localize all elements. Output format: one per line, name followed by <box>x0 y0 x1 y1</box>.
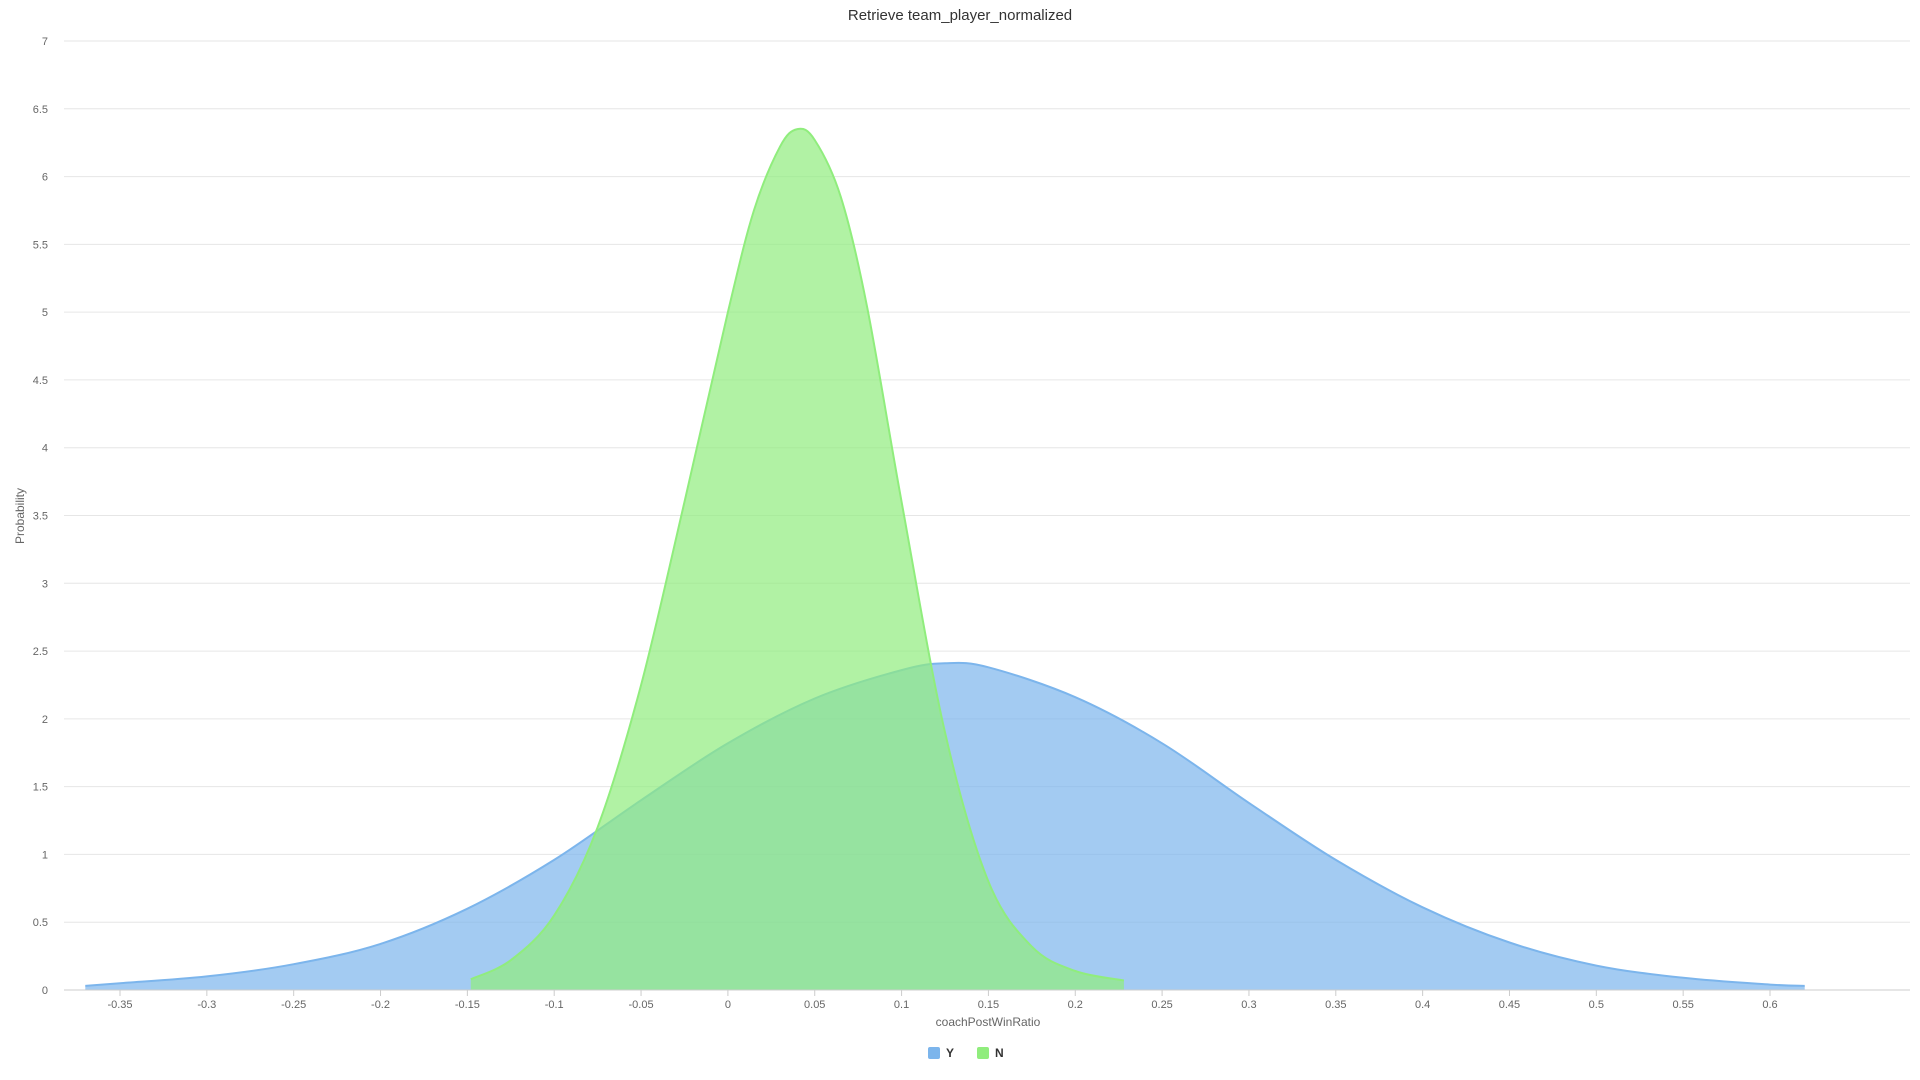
y-axis-title: Probability <box>13 488 27 544</box>
x-tick-label: 0.3 <box>1241 999 1256 1011</box>
y-tick-label: 0 <box>42 985 48 997</box>
x-tick-label: 0.15 <box>978 999 999 1011</box>
x-tick-label: -0.15 <box>455 999 480 1011</box>
y-tick-label: 5.5 <box>33 239 48 251</box>
y-tick-label: 1.5 <box>33 782 48 794</box>
y-tick-label: 2.5 <box>33 646 48 658</box>
y-tick-label: 3 <box>42 578 48 590</box>
x-tick-label: 0.4 <box>1415 999 1430 1011</box>
x-tick-label: -0.1 <box>545 999 564 1011</box>
y-tick-label: 4 <box>42 443 48 455</box>
x-tick-label: -0.25 <box>281 999 306 1011</box>
y-tick-label: 0.5 <box>33 917 48 929</box>
y-tick-label: 3.5 <box>33 511 48 523</box>
x-axis-ticks: -0.35 -0.3 -0.25 -0.2 -0.15 -0.1 -0.05 0 0.05 0.1… <box>107 990 1778 1011</box>
area-line-n <box>470 127 1125 982</box>
legend-swatch <box>928 1047 940 1059</box>
y-tick-label: 5 <box>42 307 48 319</box>
series-n <box>470 127 1125 990</box>
x-tick-label: 0.05 <box>804 999 825 1011</box>
x-tick-label: 0.1 <box>894 999 909 1011</box>
y-axis-ticks: 0 0.5 1 1.5 2 2.5 3 3.5 4 4.5 5 5.5 6 6.5 7 <box>33 36 48 997</box>
legend-label: N <box>995 1046 1004 1060</box>
x-tick-label: 0.25 <box>1151 999 1172 1011</box>
x-axis-title: coachPostWinRatio <box>936 1015 1041 1029</box>
y-tick-label: 6.5 <box>33 104 48 116</box>
chart-title: Retrieve team_player_normalized <box>848 7 1072 24</box>
x-tick-label: 0 <box>725 999 731 1011</box>
x-tick-label: 0.45 <box>1499 999 1520 1011</box>
x-tick-label: -0.2 <box>371 999 390 1011</box>
legend-item-n[interactable]: N <box>977 1046 1004 1060</box>
series-areas <box>85 127 1805 990</box>
y-tick-label: 2 <box>42 714 48 726</box>
legend-swatch <box>977 1047 989 1059</box>
x-tick-label: 0.6 <box>1762 999 1777 1011</box>
legend-label: Y <box>946 1046 954 1060</box>
x-tick-label: -0.35 <box>107 999 132 1011</box>
x-tick-label: 0.35 <box>1325 999 1346 1011</box>
grid-lines <box>64 40 1910 923</box>
x-tick-label: -0.05 <box>629 999 654 1011</box>
x-tick-label: -0.3 <box>197 999 216 1011</box>
x-tick-label: 0.5 <box>1589 999 1604 1011</box>
y-tick-label: 4.5 <box>33 375 48 387</box>
area-line-y <box>85 661 1805 987</box>
x-tick-label: 0.55 <box>1672 999 1693 1011</box>
y-tick-label: 6 <box>42 172 48 184</box>
area-fill-n <box>470 128 1124 990</box>
legend-item-y[interactable]: Y <box>928 1046 954 1060</box>
y-tick-label: 7 <box>42 36 48 48</box>
y-tick-label: 1 <box>42 849 48 861</box>
x-tick-label: 0.2 <box>1068 999 1083 1011</box>
